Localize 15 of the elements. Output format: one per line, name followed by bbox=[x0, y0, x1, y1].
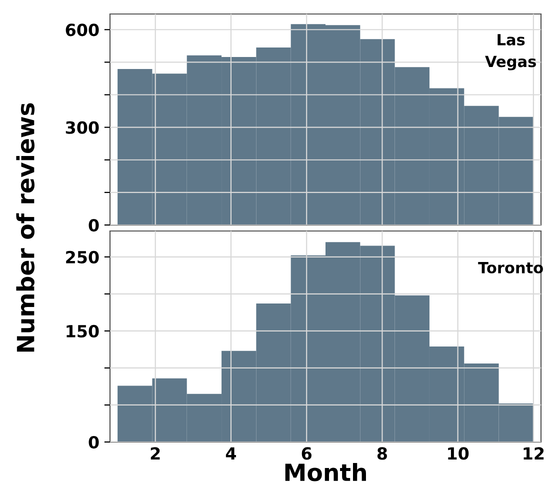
y-axis-title: Number of reviews bbox=[16, 103, 34, 352]
y-tick-label: 150 bbox=[66, 324, 99, 338]
x-tick-label: 12 bbox=[524, 447, 544, 460]
y-tick-label: 0 bbox=[88, 436, 99, 449]
y-tick-label: 600 bbox=[66, 24, 99, 36]
y-tick-label: 300 bbox=[66, 121, 99, 134]
x-tick-label: 2 bbox=[150, 447, 160, 460]
y-tick-label: 0 bbox=[88, 218, 99, 232]
x-tick-label: 10 bbox=[448, 447, 469, 460]
y-tick-label: 250 bbox=[66, 250, 99, 264]
annotation: Las Vegas bbox=[485, 34, 536, 70]
x-tick-label: 4 bbox=[226, 447, 236, 460]
x-axis-title: Month bbox=[285, 462, 366, 482]
x-tick-label: 6 bbox=[302, 447, 312, 460]
x-tick-label: 8 bbox=[377, 447, 387, 460]
